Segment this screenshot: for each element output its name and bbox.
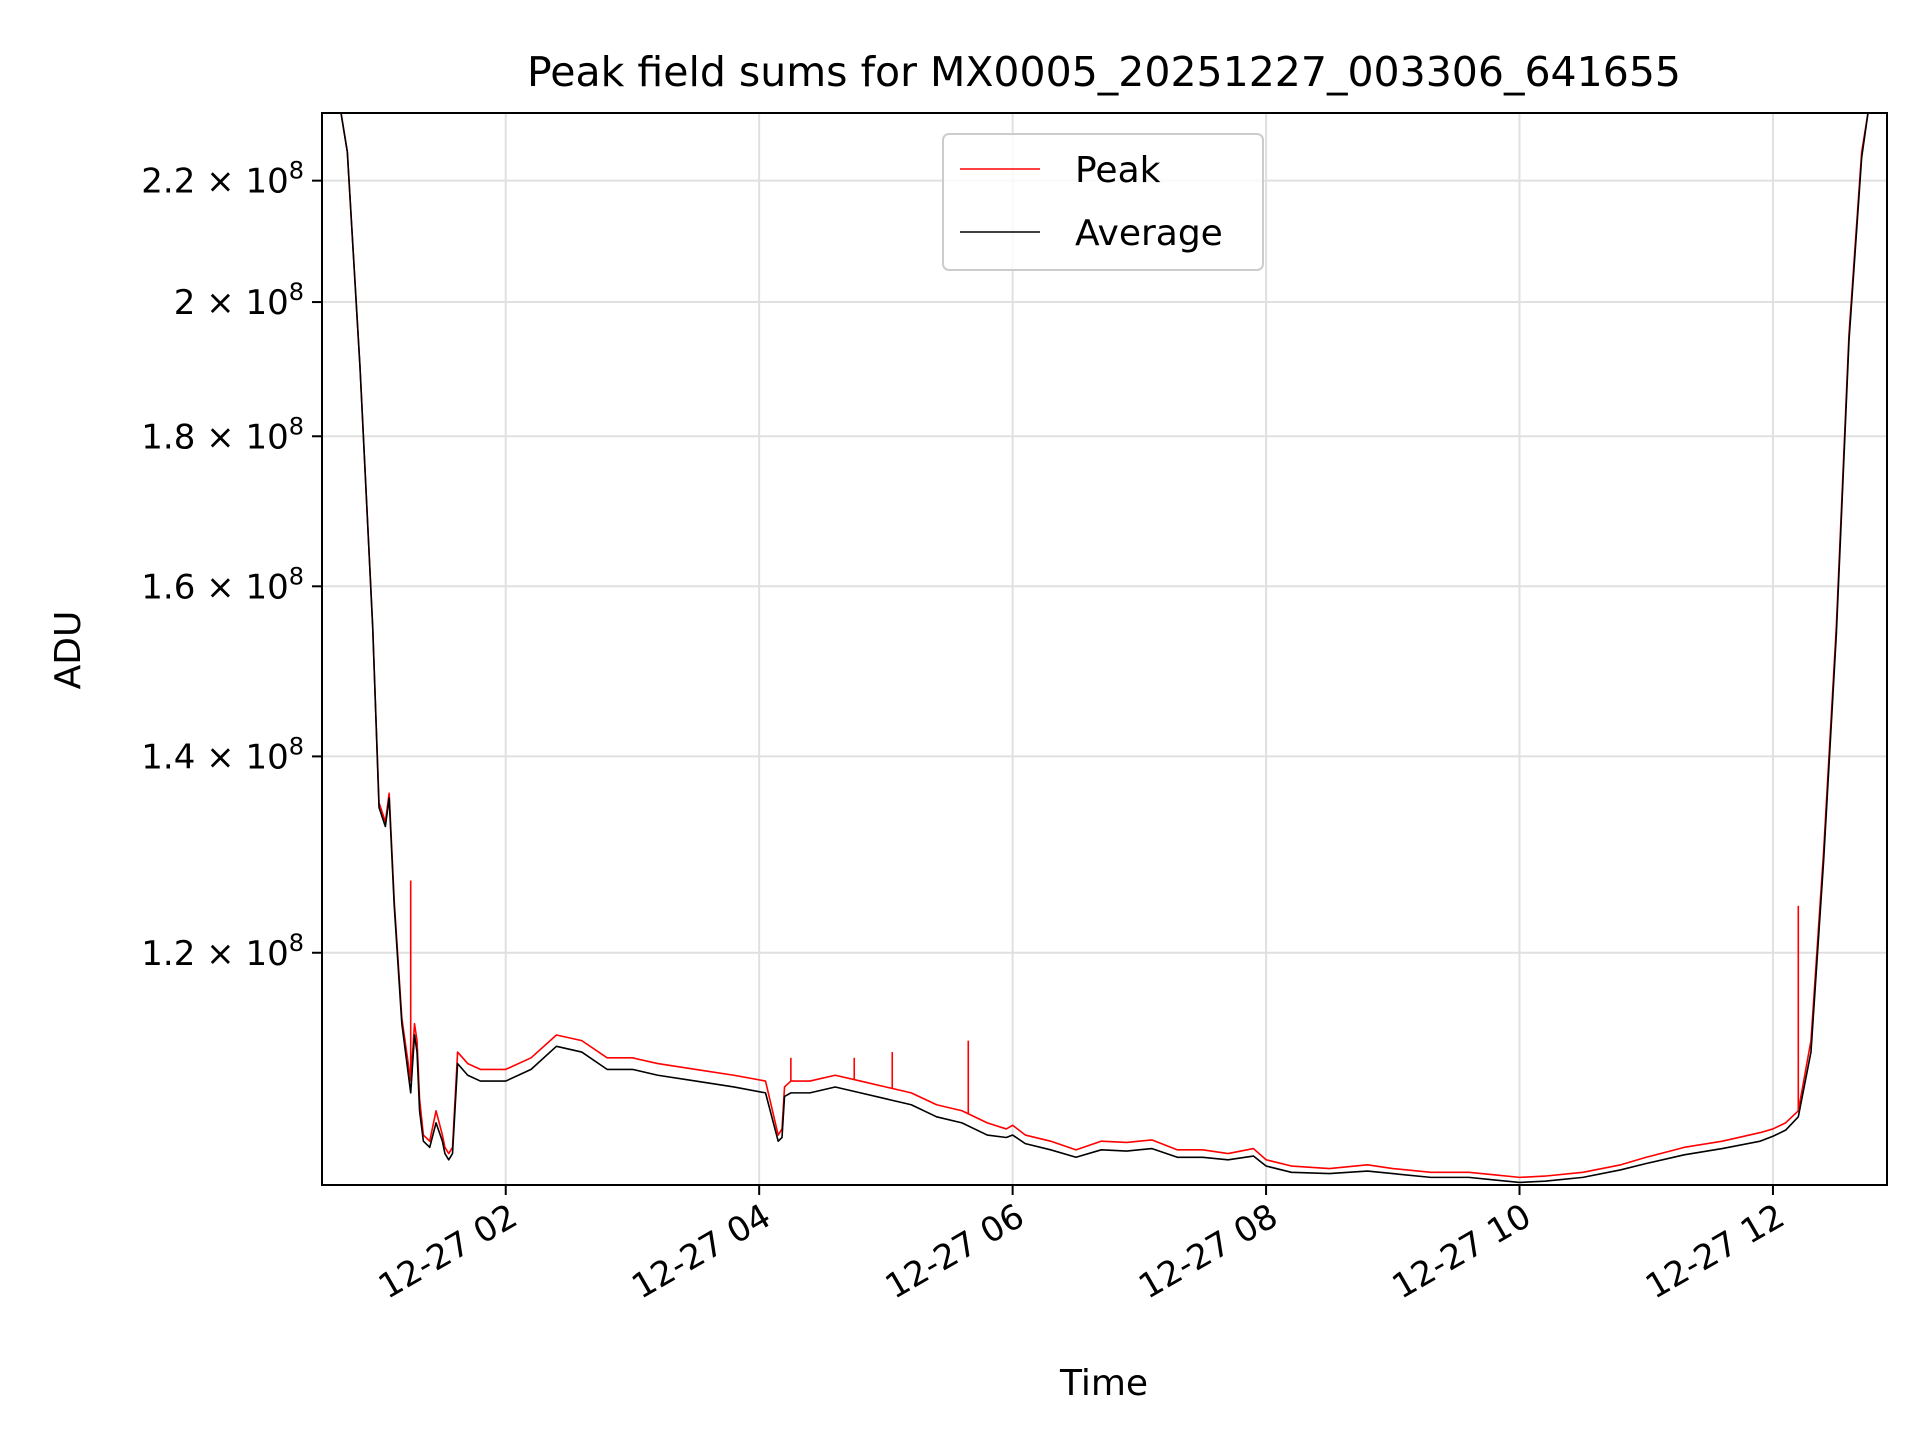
chart-title: Peak field sums for MX0005_20251227_0033… (527, 48, 1681, 96)
y-tick-label: 1.4 × 108 (141, 732, 304, 777)
y-tick-label: 1.8 × 108 (141, 412, 304, 457)
y-axis-label: ADU (48, 611, 89, 690)
series-line-peak (322, 113, 1887, 1179)
y-tick-label: 2 × 108 (174, 278, 304, 323)
series-line-average (322, 113, 1887, 1184)
x-tick-label: 12-27 08 (1132, 1196, 1284, 1307)
x-tick-label: 12-27 02 (372, 1196, 524, 1307)
x-axis-label: Time (1059, 1363, 1148, 1404)
series-layer (322, 113, 1887, 1184)
x-tick-label: 12-27 06 (879, 1196, 1031, 1307)
legend-label-average: Average (1075, 213, 1223, 254)
grid-lines (322, 113, 1887, 1185)
x-tick-label: 12-27 12 (1639, 1196, 1791, 1307)
legend-box (942, 133, 1264, 271)
legend-label-peak: Peak (1075, 150, 1161, 191)
x-tick-label: 12-27 04 (625, 1196, 777, 1307)
y-tick-label: 1.2 × 108 (141, 929, 304, 974)
x-axis-ticks: 12-27 02 12-27 04 12-27 06 12-27 08 12-27 10… (372, 1185, 1791, 1307)
legend: Peak Average (942, 133, 1264, 271)
y-tick-label: 2.2 × 108 (141, 157, 304, 202)
x-tick-label: 12-27 10 (1386, 1196, 1538, 1307)
plot-area-frame (321, 112, 1888, 1186)
y-axis-ticks: 1.2 × 108 1.4 × 108 1.6 × 108 1.8 × 108 2 × … (141, 157, 322, 974)
y-tick-label: 1.6 × 108 (141, 562, 304, 607)
